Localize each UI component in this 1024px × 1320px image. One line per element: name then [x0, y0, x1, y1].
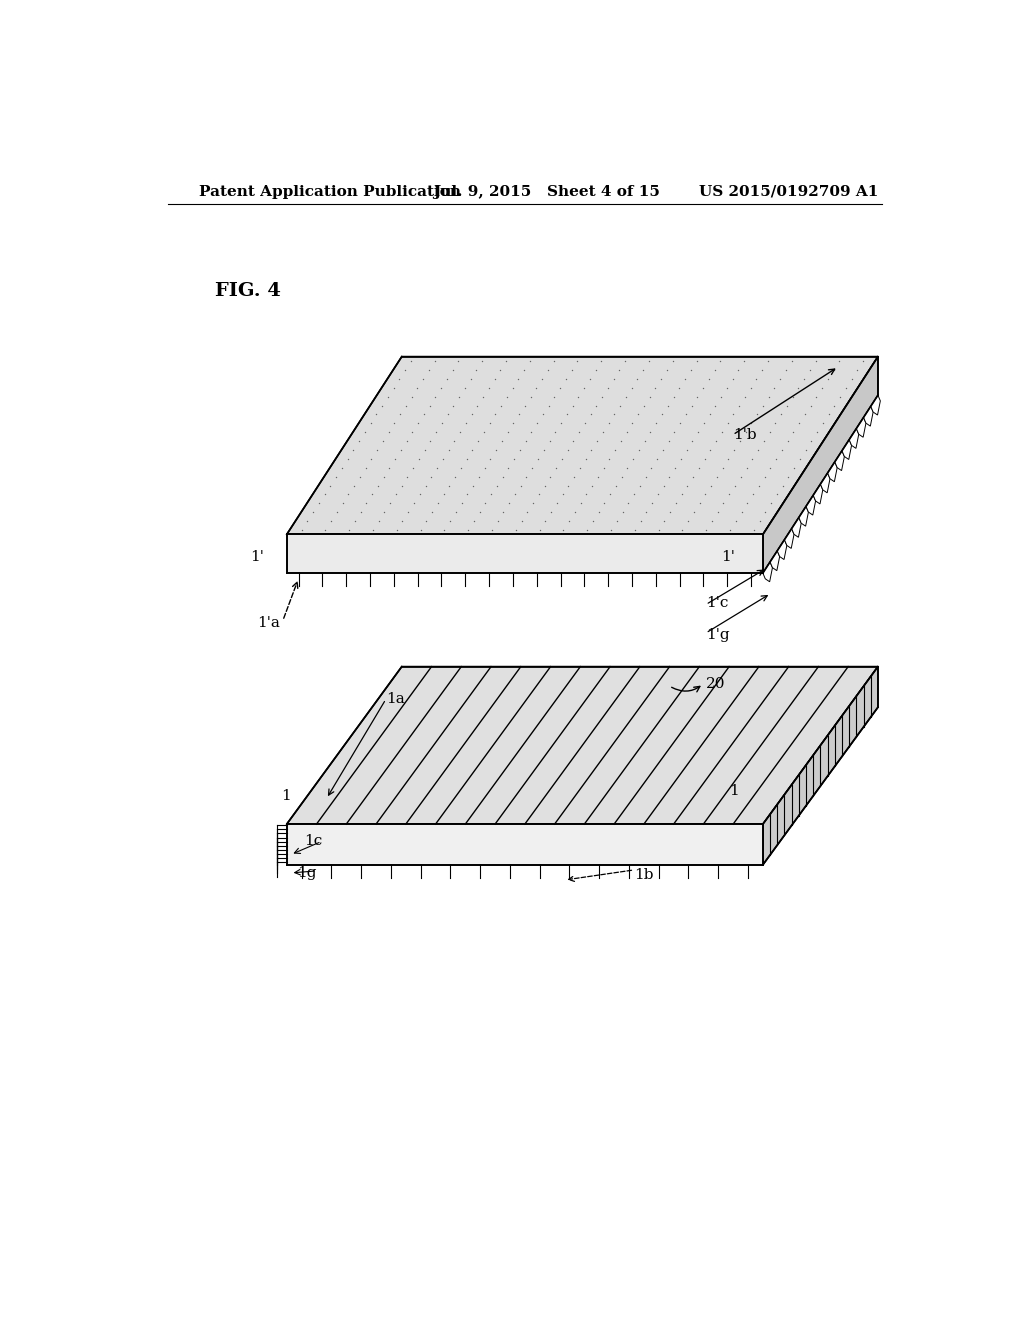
Text: US 2015/0192709 A1: US 2015/0192709 A1 — [699, 185, 879, 199]
Text: 1': 1' — [251, 550, 264, 564]
Polygon shape — [820, 473, 830, 492]
Polygon shape — [806, 495, 815, 515]
Polygon shape — [287, 667, 878, 824]
Polygon shape — [763, 667, 878, 865]
Polygon shape — [792, 517, 801, 537]
Text: Jul. 9, 2015   Sheet 4 of 15: Jul. 9, 2015 Sheet 4 of 15 — [433, 185, 660, 199]
Polygon shape — [763, 356, 878, 573]
Text: 1': 1' — [722, 550, 735, 564]
Polygon shape — [287, 535, 763, 573]
Text: 1'a: 1'a — [257, 616, 281, 630]
Polygon shape — [813, 484, 823, 504]
Polygon shape — [784, 528, 794, 548]
Polygon shape — [763, 562, 772, 582]
Text: 20: 20 — [706, 677, 725, 690]
Polygon shape — [856, 417, 866, 437]
Polygon shape — [770, 550, 779, 570]
Text: 1'g: 1'g — [706, 628, 729, 642]
Polygon shape — [777, 540, 786, 560]
Text: 1: 1 — [729, 784, 739, 797]
Text: 1g: 1g — [297, 866, 316, 880]
Text: 1'c: 1'c — [706, 595, 728, 610]
Polygon shape — [870, 395, 881, 414]
Polygon shape — [287, 824, 763, 865]
Polygon shape — [849, 429, 859, 449]
Text: 1: 1 — [281, 788, 291, 803]
Polygon shape — [287, 356, 878, 535]
Text: 1c: 1c — [304, 834, 323, 849]
Text: FIG. 4: FIG. 4 — [215, 281, 282, 300]
Text: Patent Application Publication: Patent Application Publication — [200, 185, 462, 199]
Polygon shape — [842, 440, 852, 459]
Polygon shape — [827, 462, 838, 482]
Text: 1'b: 1'b — [733, 428, 757, 442]
Text: 1b: 1b — [634, 869, 653, 882]
Polygon shape — [835, 451, 845, 471]
Text: 1a: 1a — [386, 692, 404, 706]
Polygon shape — [799, 507, 808, 527]
Polygon shape — [863, 407, 873, 426]
